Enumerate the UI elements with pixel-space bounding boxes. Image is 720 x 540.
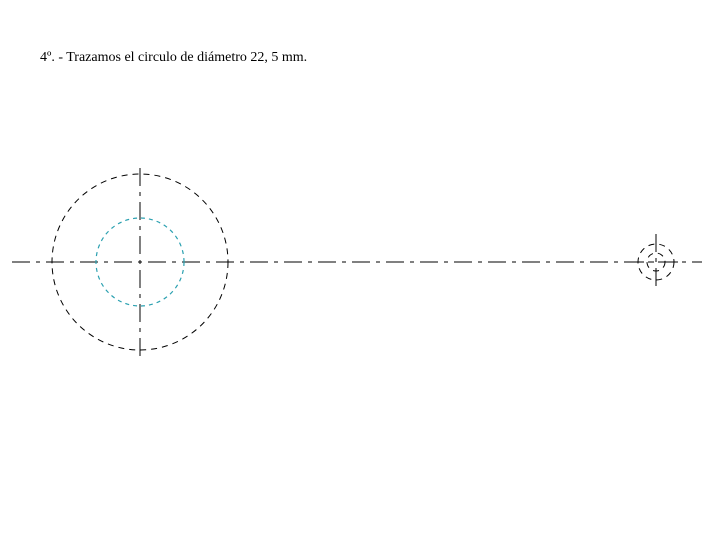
- diagram-canvas: [0, 0, 720, 540]
